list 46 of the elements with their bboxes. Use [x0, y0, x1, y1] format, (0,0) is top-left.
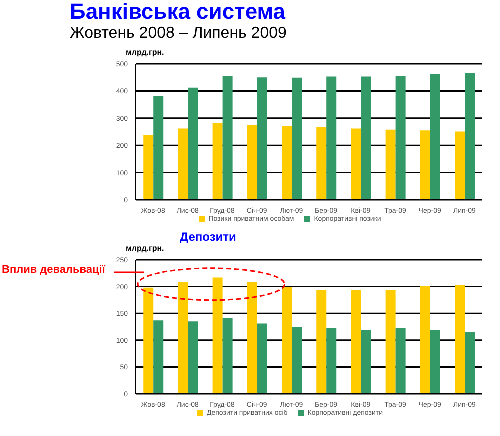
- bar: [386, 130, 396, 200]
- bar: [282, 126, 292, 200]
- bar: [430, 74, 440, 200]
- bar: [396, 328, 406, 394]
- bar: [326, 76, 337, 200]
- bar: [247, 282, 258, 394]
- y-axis-title: млрд.грн.: [126, 244, 166, 254]
- bar: [212, 123, 223, 200]
- bar: [188, 88, 198, 200]
- chart-title: Депозити: [180, 230, 238, 244]
- bar: [292, 327, 302, 394]
- bar: [465, 332, 476, 394]
- bar: [154, 96, 164, 200]
- bar: [257, 78, 268, 200]
- bar: [386, 290, 396, 394]
- bar: [455, 285, 466, 394]
- bar: [351, 290, 362, 394]
- bar: [154, 320, 164, 394]
- bar: [361, 76, 372, 200]
- bar: [465, 73, 476, 200]
- bar: [420, 130, 430, 200]
- text: Вплив девальвації: [2, 264, 106, 276]
- bar: [420, 286, 430, 394]
- bar: [188, 322, 198, 394]
- bar: [396, 76, 406, 200]
- bar: [316, 290, 327, 394]
- bar: [430, 330, 440, 394]
- bar: [144, 288, 154, 394]
- bar: [361, 330, 372, 394]
- bar: [351, 128, 362, 200]
- bar: [178, 128, 188, 200]
- chart-subtitle: Жовтень 2008 – Липень 2009: [70, 24, 288, 44]
- bar: [326, 328, 337, 394]
- bar: [247, 125, 258, 200]
- bar: [257, 324, 268, 394]
- bar: [292, 78, 302, 200]
- bar: [212, 278, 223, 394]
- y-axis-title: млрд.грн.: [126, 48, 166, 58]
- bar: [222, 76, 233, 200]
- bar: [316, 127, 327, 200]
- bar: [178, 282, 188, 394]
- bar: [455, 132, 466, 200]
- chart-title: Банківська система: [70, 0, 287, 24]
- bar: [222, 318, 233, 394]
- bar: [144, 136, 154, 200]
- bar: [282, 287, 292, 394]
